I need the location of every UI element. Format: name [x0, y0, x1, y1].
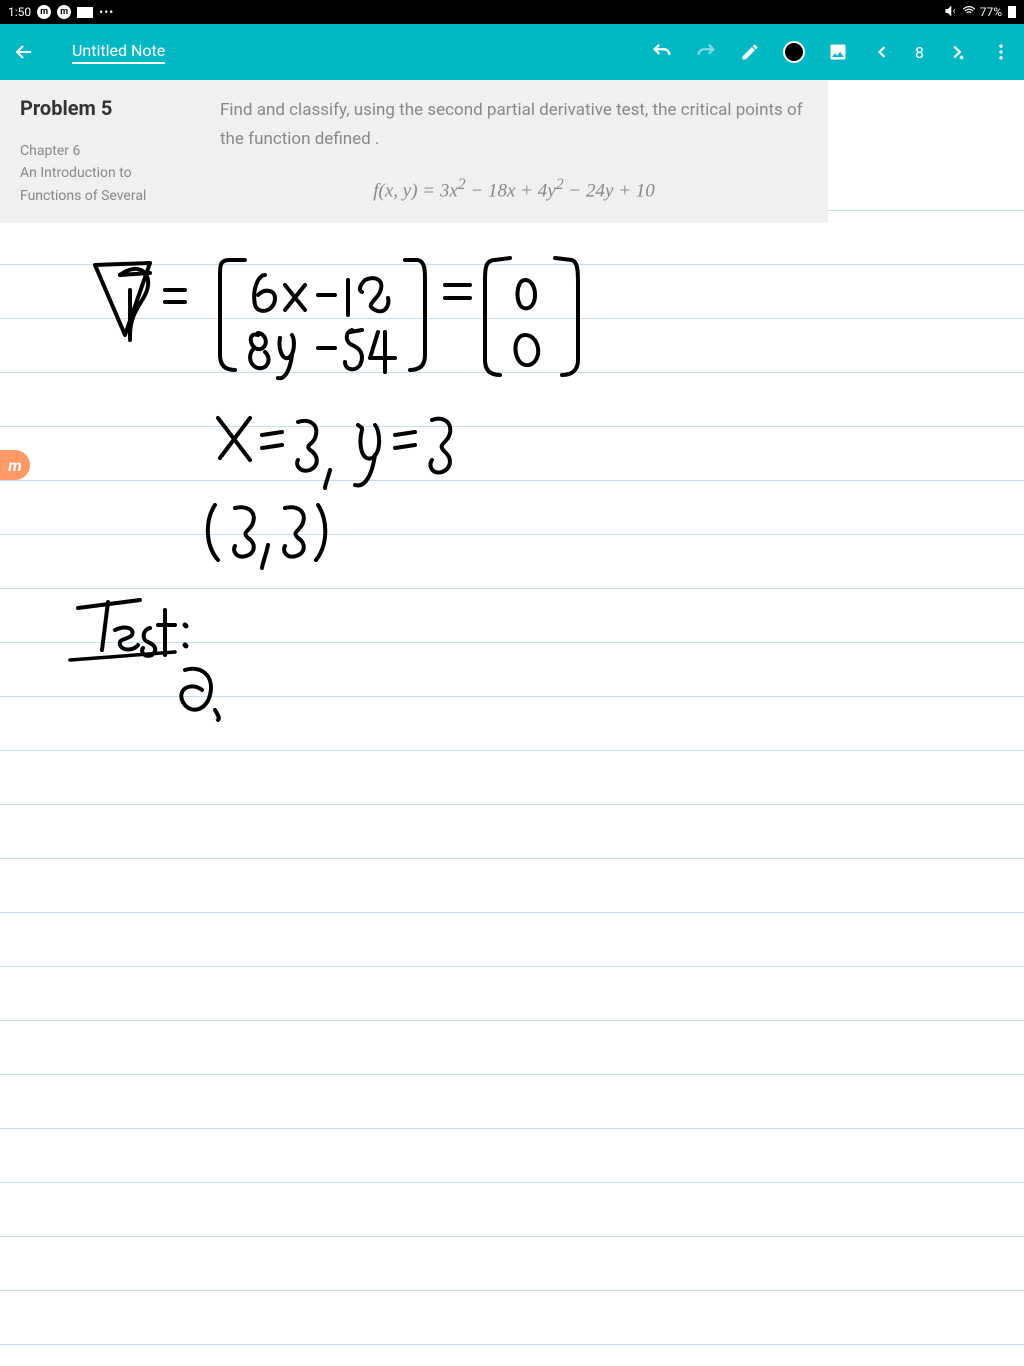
back-button[interactable]: [12, 40, 36, 64]
ruled-line: [0, 1344, 1024, 1345]
ruled-line: [0, 480, 1024, 481]
ruled-line: [0, 372, 1024, 373]
ruled-line: [0, 426, 1024, 427]
note-title[interactable]: Untitled Note: [72, 41, 165, 64]
prev-page-button[interactable]: [871, 41, 893, 63]
problem-chapter: Chapter 6: [20, 140, 220, 162]
ruled-line: [0, 1290, 1024, 1291]
ruled-line: [0, 750, 1024, 751]
problem-title: Problem 5: [20, 96, 220, 120]
status-right: 77%: [944, 4, 1016, 21]
canvas-area[interactable]: [0, 80, 1024, 1366]
problem-right-col: Find and classify, using the second part…: [220, 96, 808, 207]
ruled-line: [0, 804, 1024, 805]
mute-icon: [944, 4, 958, 21]
ruled-line: [0, 1020, 1024, 1021]
problem-meta: Chapter 6 An Introduction to Functions o…: [20, 140, 220, 207]
status-icon-m1: m: [37, 5, 51, 19]
image-button[interactable]: [827, 41, 849, 63]
wifi-icon: [962, 4, 976, 21]
ruled-line: [0, 1236, 1024, 1237]
next-page-button[interactable]: [946, 41, 968, 63]
problem-subtitle-1: An Introduction to: [20, 162, 220, 184]
ruled-line: [0, 318, 1024, 319]
problem-equation: f(x, y) = 3x2 − 18x + 4y2 − 24y + 10: [220, 172, 808, 208]
app-bar: Untitled Note 8: [0, 24, 1024, 80]
status-more-icon: •••: [99, 5, 114, 19]
ruled-line: [0, 642, 1024, 643]
ruled-line: [0, 912, 1024, 913]
ruled-line: [0, 858, 1024, 859]
undo-button[interactable]: [651, 41, 673, 63]
toolbar-right: 8: [651, 41, 1012, 63]
battery-icon: [1008, 6, 1016, 18]
ruled-line: [0, 1128, 1024, 1129]
problem-left-col: Problem 5 Chapter 6 An Introduction to F…: [20, 96, 220, 207]
battery-text: 77%: [980, 5, 1002, 19]
problem-subtitle-2: Functions of Several: [20, 185, 220, 207]
ruled-line: [0, 696, 1024, 697]
status-icon-app: [77, 7, 93, 18]
ruled-line: [0, 966, 1024, 967]
ruled-line: [0, 534, 1024, 535]
status-time: 1:50: [8, 5, 31, 19]
status-icon-m2: m: [57, 5, 71, 19]
ruled-line: [0, 1074, 1024, 1075]
status-left: 1:50 m m •••: [8, 5, 114, 19]
side-tab[interactable]: m: [0, 450, 30, 480]
pen-color-button[interactable]: [783, 41, 805, 63]
ruled-line: [0, 1182, 1024, 1183]
page-number[interactable]: 8: [915, 43, 924, 62]
redo-button[interactable]: [695, 41, 717, 63]
ruled-line: [0, 264, 1024, 265]
ruled-line: [0, 588, 1024, 589]
menu-button[interactable]: [990, 41, 1012, 63]
status-bar: 1:50 m m ••• 77%: [0, 0, 1024, 24]
problem-panel: Problem 5 Chapter 6 An Introduction to F…: [0, 80, 828, 223]
pen-button[interactable]: [739, 41, 761, 63]
problem-prompt: Find and classify, using the second part…: [220, 96, 808, 154]
